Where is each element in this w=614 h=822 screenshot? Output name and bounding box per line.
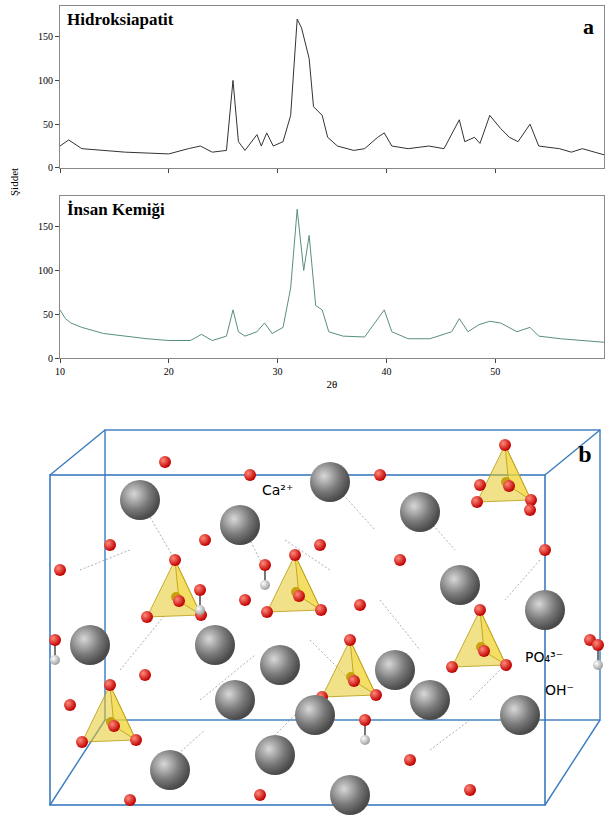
svg-text:2θ: 2θ xyxy=(327,378,338,390)
svg-text:0: 0 xyxy=(48,353,53,364)
svg-text:OH⁻: OH⁻ xyxy=(545,682,574,698)
svg-text:10: 10 xyxy=(55,366,65,377)
svg-text:100: 100 xyxy=(38,75,53,86)
svg-text:b: b xyxy=(578,441,591,467)
svg-text:50: 50 xyxy=(43,309,53,320)
svg-text:PO₄³⁻: PO₄³⁻ xyxy=(525,649,563,665)
svg-text:Hidroksiapatit: Hidroksiapatit xyxy=(67,10,174,29)
svg-text:100: 100 xyxy=(38,265,53,276)
svg-text:20: 20 xyxy=(164,366,174,377)
svg-text:İnsan Kemiği: İnsan Kemiği xyxy=(67,200,165,219)
svg-text:Ca²⁺: Ca²⁺ xyxy=(262,482,293,498)
svg-text:150: 150 xyxy=(38,221,53,232)
svg-text:50: 50 xyxy=(490,366,500,377)
svg-text:150: 150 xyxy=(38,31,53,42)
svg-text:30: 30 xyxy=(273,366,283,377)
svg-text:40: 40 xyxy=(381,366,391,377)
svg-text:50: 50 xyxy=(43,119,53,130)
svg-text:a: a xyxy=(583,14,594,39)
svg-text:Şiddet: Şiddet xyxy=(8,168,20,196)
svg-text:0: 0 xyxy=(48,162,53,173)
